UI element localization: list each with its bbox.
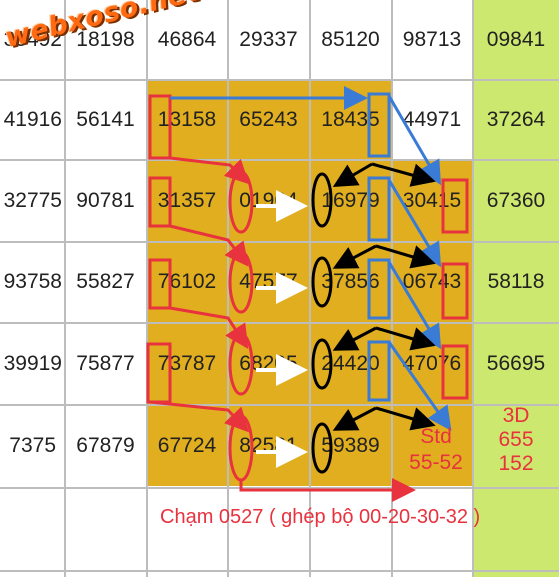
result-cell: 7375: [9, 434, 56, 457]
result-cell: 39919: [3, 351, 62, 375]
grid-line: [0, 404, 559, 406]
result-cell: 13158: [157, 107, 217, 131]
grid-line: [0, 322, 559, 324]
grid-line: [146, 0, 148, 577]
grid-line: [0, 159, 559, 161]
result-cell: 47076: [402, 351, 462, 375]
result-cell: 31357: [157, 188, 217, 212]
grid-line: [472, 0, 474, 577]
result-cell: 35492: [3, 27, 62, 51]
result-cell: 18435: [321, 107, 380, 131]
result-cell: 46864: [157, 27, 217, 51]
result-cell: 06743: [402, 270, 462, 293]
white-arrows: [256, 190, 308, 468]
result-cell: 65243: [239, 107, 298, 131]
3d-value: 655: [498, 428, 534, 451]
grid-line: [0, 241, 559, 243]
grid-line: [0, 487, 559, 489]
result-cell: 90781: [76, 188, 135, 212]
result-cell: 30415: [402, 188, 462, 212]
prediction-note: Chạm 0527 ( ghép bộ 00-20-30-32 ): [160, 506, 481, 528]
result-cell: 67724: [157, 434, 217, 457]
grid-line: [227, 0, 229, 577]
std-value: 55-52: [409, 451, 463, 474]
red-markers: [146, 94, 469, 502]
result-cell: 37264: [486, 107, 546, 131]
3d-annotation: 3D 655 152: [478, 404, 554, 476]
std-label: Std: [420, 425, 452, 448]
result-cell: 56141: [76, 107, 135, 131]
black-markers: [311, 162, 436, 474]
result-cell: 24420: [321, 351, 380, 375]
grid-line: [64, 0, 66, 577]
result-cell: 32775: [3, 188, 62, 212]
result-cell: 59389: [321, 434, 380, 457]
result-cell: 56695: [486, 351, 546, 375]
grid-line: [391, 0, 393, 577]
result-cell: 93758: [3, 270, 62, 293]
result-cell: 58118: [487, 270, 545, 293]
result-cell: 41916: [3, 107, 62, 131]
3d-label: 3D: [502, 404, 530, 427]
result-cell: 29337: [239, 27, 298, 51]
result-cell: 98713: [402, 27, 462, 51]
result-cell: 67360: [486, 188, 546, 212]
result-cell: 09841: [486, 27, 546, 51]
highlight-column: [473, 0, 559, 577]
result-cell: 55827: [76, 270, 135, 293]
result-cell: 75877: [76, 351, 135, 375]
result-cell: 18198: [76, 27, 135, 51]
blue-markers: [170, 86, 452, 431]
grid-line: [0, 79, 559, 81]
grid-line: [309, 0, 311, 577]
result-cell: 73787: [157, 351, 217, 375]
result-cell: 16979: [321, 188, 380, 212]
result-cell: 76102: [157, 270, 217, 293]
result-cell: 85120: [321, 27, 380, 51]
grid-line: [0, 570, 559, 572]
result-cell: 67879: [76, 434, 135, 457]
result-cell: 44971: [402, 107, 462, 131]
result-cell: 37856: [321, 270, 380, 293]
3d-value: 152: [498, 452, 534, 475]
std-annotation: Std 55-52: [396, 424, 476, 476]
